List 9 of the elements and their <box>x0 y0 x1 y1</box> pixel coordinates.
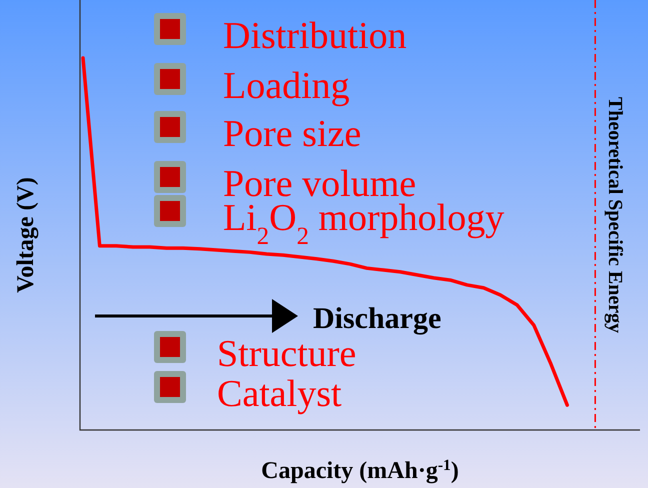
annotation: Structure <box>217 333 356 375</box>
annotation: Loading <box>223 65 350 107</box>
annotation: Discharge <box>313 302 442 335</box>
annotation: Catalyst <box>217 373 342 415</box>
x-axis-title: Capacity (mAh·g$^{-1}$) <box>261 456 459 484</box>
text: Theoretical Specific Energy <box>604 96 626 334</box>
annotation: Pore size <box>223 113 362 155</box>
y-axis-title: Voltage (V) <box>13 177 39 293</box>
text: Distribution <box>223 15 407 57</box>
